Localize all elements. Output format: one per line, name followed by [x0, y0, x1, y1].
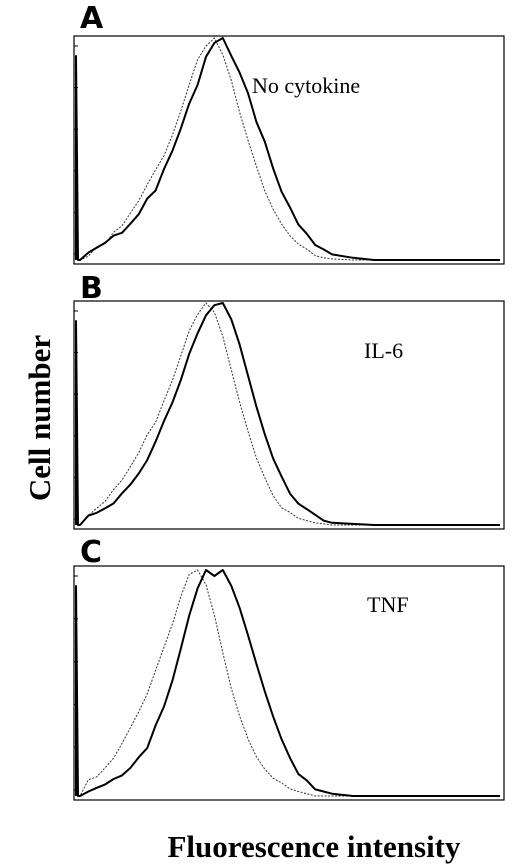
panel-c-solid-histogram: [75, 569, 500, 797]
y-axis-title: Cell number: [22, 335, 57, 501]
x-axis-title: Fluorescence intensity: [167, 829, 461, 864]
panel-c-condition-label: TNF: [367, 592, 409, 617]
panel-a-solid-histogram: [75, 37, 500, 261]
panel-b-letter: B: [80, 271, 103, 306]
panel-a-frame: [73, 35, 505, 265]
panel-b: B IL-6: [73, 271, 505, 530]
panel-c-dotted-histogram: [75, 569, 500, 797]
panel-a: A No cytokine: [73, 1, 505, 265]
panel-a-condition-label: No cytokine: [252, 73, 360, 98]
panel-a-dotted-histogram: [75, 37, 500, 261]
panel-b-condition-label: IL-6: [364, 338, 403, 363]
panel-c-letter: C: [80, 535, 102, 570]
panel-b-solid-histogram: [75, 302, 500, 526]
panel-a-letter: A: [80, 1, 104, 36]
panel-b-frame: [73, 300, 505, 530]
panel-c-frame: [73, 565, 505, 801]
panel-c: C TNF: [73, 535, 505, 801]
